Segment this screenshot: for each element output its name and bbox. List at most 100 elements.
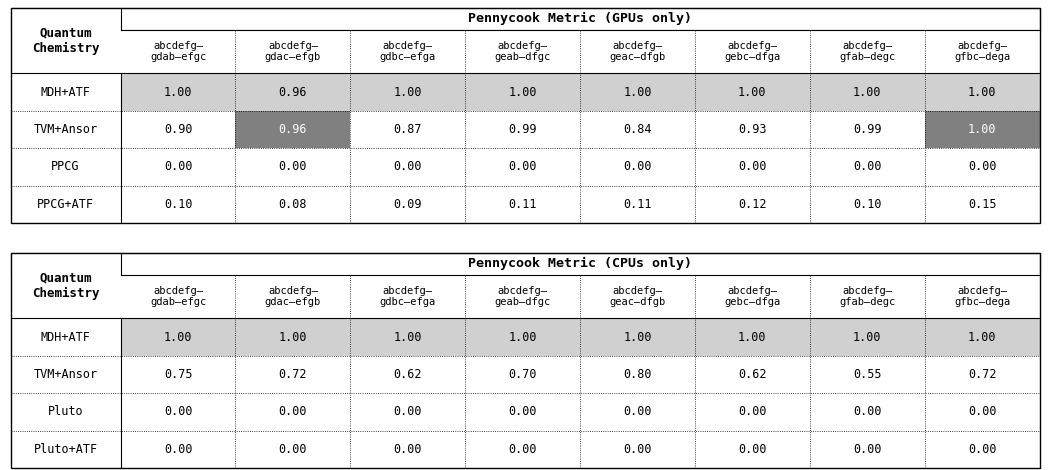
Text: PPCG+ATF: PPCG+ATF [37,198,94,211]
Text: 0.00: 0.00 [164,443,192,456]
Bar [810,431,925,468]
Bar [925,319,1040,356]
Bar [10,8,1040,30]
Bar [925,186,1040,223]
Bar [465,393,580,431]
Bar [235,431,351,468]
Bar [10,253,1040,274]
Bar [695,431,810,468]
Text: 0.10: 0.10 [164,198,192,211]
Bar [351,111,465,148]
Bar [351,73,465,111]
Bar [235,148,351,186]
Text: Quantum
Chemistry: Quantum Chemistry [32,272,100,300]
Bar [121,431,235,468]
Text: 0.12: 0.12 [738,198,766,211]
Text: 0.00: 0.00 [164,406,192,418]
Bar [925,111,1040,148]
Text: 1.00: 1.00 [394,86,422,99]
Bar [925,393,1040,431]
Text: 0.62: 0.62 [738,368,766,381]
Bar [925,356,1040,393]
Text: Pennycook Metric (CPUs only): Pennycook Metric (CPUs only) [468,257,692,270]
Text: 0.00: 0.00 [394,160,422,173]
Text: 0.96: 0.96 [278,123,308,136]
Bar [121,73,235,111]
Bar [580,431,695,468]
Bar [235,356,351,393]
Bar [10,356,121,393]
Text: 0.93: 0.93 [738,123,766,136]
Text: 1.00: 1.00 [164,86,192,99]
Text: PPCG: PPCG [51,160,80,173]
Text: 0.00: 0.00 [508,160,537,173]
Bar [10,186,121,223]
Text: abcdefg–
gdbc–efga: abcdefg– gdbc–efga [380,286,436,307]
Text: abcdefg–
gebc–dfga: abcdefg– gebc–dfga [724,286,780,307]
Text: 1.00: 1.00 [508,331,537,344]
Bar [695,186,810,223]
Bar [695,319,810,356]
Text: abcdefg–
gdab–efgc: abcdefg– gdab–efgc [150,286,206,307]
Bar [235,73,351,111]
Bar [351,356,465,393]
Bar [351,148,465,186]
Text: 1.00: 1.00 [394,331,422,344]
Bar [695,356,810,393]
Text: 0.00: 0.00 [968,406,996,418]
Bar [121,186,235,223]
Bar [10,73,121,111]
Bar [10,8,121,73]
Text: Pluto: Pluto [47,406,83,418]
Bar [695,30,810,73]
Bar [465,148,580,186]
Text: 0.00: 0.00 [853,443,881,456]
Text: 0.72: 0.72 [968,368,996,381]
Text: 1.00: 1.00 [164,331,192,344]
Bar [465,111,580,148]
Bar [235,111,351,148]
Bar [235,274,351,319]
Text: 0.11: 0.11 [624,198,652,211]
Bar [810,274,925,319]
Text: 1.00: 1.00 [508,86,537,99]
Bar [580,274,695,319]
Text: 0.15: 0.15 [968,198,996,211]
Bar [810,393,925,431]
Bar [580,73,695,111]
Text: 0.80: 0.80 [624,368,652,381]
Bar [351,393,465,431]
Bar [695,274,810,319]
Bar [465,186,580,223]
Bar [580,30,695,73]
Bar [10,8,1040,223]
Bar [121,393,235,431]
Bar [465,319,580,356]
Text: 0.00: 0.00 [853,406,881,418]
Text: abcdefg–
gfbc–dega: abcdefg– gfbc–dega [954,286,1010,307]
Text: 0.00: 0.00 [738,406,766,418]
Text: 1.00: 1.00 [738,331,766,344]
Bar [235,186,351,223]
Bar [925,148,1040,186]
Bar [235,393,351,431]
Text: MDH+ATF: MDH+ATF [41,331,90,344]
Bar [925,73,1040,111]
Bar [580,393,695,431]
Text: 1.00: 1.00 [738,86,766,99]
Text: 0.00: 0.00 [278,406,308,418]
Bar [10,431,121,468]
Bar [465,30,580,73]
Text: 1.00: 1.00 [853,86,881,99]
Bar [351,431,465,468]
Bar [580,111,695,148]
Text: 0.72: 0.72 [278,368,308,381]
Text: 1.00: 1.00 [968,123,996,136]
Text: TVM+Ansor: TVM+Ansor [34,368,98,381]
Bar [10,111,121,148]
Text: 0.00: 0.00 [394,443,422,456]
Text: 1.00: 1.00 [624,86,652,99]
Text: 0.00: 0.00 [624,406,652,418]
Text: 0.00: 0.00 [968,160,996,173]
Bar [351,274,465,319]
